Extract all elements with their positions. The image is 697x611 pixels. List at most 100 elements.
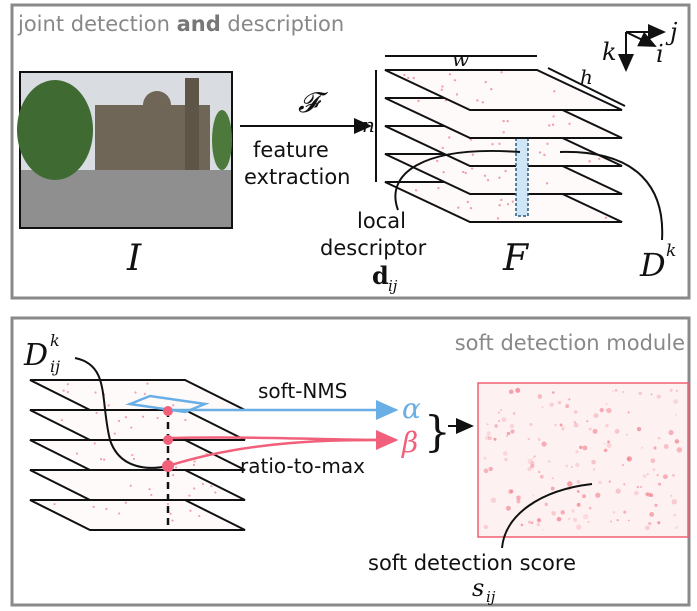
- score-speck: [626, 434, 628, 436]
- feature-speck: [448, 136, 450, 138]
- score-speck: [568, 398, 570, 400]
- feature-speck: [125, 416, 127, 418]
- score-speck: [573, 518, 577, 522]
- feature-speck: [504, 170, 506, 172]
- score-speck: [607, 440, 610, 443]
- score-speck: [582, 494, 586, 498]
- feature-speck: [588, 160, 590, 162]
- score-speck: [529, 423, 532, 426]
- feature-speck: [202, 483, 204, 485]
- score-speck: [627, 456, 632, 461]
- feature-speck: [500, 71, 502, 73]
- feature-speck: [61, 419, 63, 421]
- feature-speck: [484, 174, 486, 176]
- feature-speck: [210, 485, 212, 487]
- slice-superscript: k: [666, 241, 676, 261]
- feature-speck: [94, 391, 96, 393]
- score-speck: [672, 474, 675, 477]
- feature-speck: [568, 123, 570, 125]
- feature-speck: [214, 491, 216, 493]
- score-speck: [509, 489, 513, 493]
- score-speck: [657, 521, 660, 524]
- feature-speck: [490, 88, 492, 90]
- score-speck: [565, 404, 569, 408]
- score-speck: [532, 495, 534, 497]
- feature-speck: [417, 100, 419, 102]
- photo-trees: [212, 110, 232, 170]
- input-superscript: k: [50, 331, 60, 350]
- score-speck: [483, 456, 486, 459]
- feature-speck: [130, 485, 132, 487]
- score-speck: [647, 473, 649, 475]
- arrow-caption: extraction: [244, 165, 351, 189]
- score-speck: [640, 486, 642, 488]
- score-speck: [542, 529, 544, 531]
- score-speck: [593, 429, 598, 434]
- feature-speck: [130, 426, 132, 428]
- score-speck: [572, 509, 575, 512]
- feature-speck: [189, 510, 191, 512]
- score-speck: [664, 444, 669, 449]
- feature-speck: [476, 99, 478, 101]
- feature-speck: [67, 383, 69, 385]
- score-speck: [531, 522, 534, 525]
- score-speck: [545, 503, 548, 506]
- score-speck: [558, 401, 562, 405]
- score-speck: [574, 421, 577, 424]
- score-speck: [574, 410, 578, 414]
- feature-speck: [125, 502, 127, 504]
- feature-speck: [470, 207, 472, 209]
- feature-speck: [172, 474, 174, 476]
- score-speck: [537, 394, 542, 399]
- arrow-caption: feature: [253, 138, 329, 162]
- feature-speck: [503, 131, 505, 133]
- score-speck: [617, 519, 619, 521]
- score-speck: [577, 490, 580, 493]
- feature-speck: [454, 79, 456, 81]
- operation-name: soft-NMS: [258, 379, 347, 403]
- feature-speck: [442, 147, 444, 149]
- score-speck: [507, 432, 510, 435]
- score-speck: [503, 451, 508, 456]
- score-speck: [554, 424, 557, 427]
- feature-speck: [193, 487, 195, 489]
- feature-speck: [108, 404, 110, 406]
- score-speck: [487, 423, 489, 425]
- feature-speck: [172, 404, 174, 406]
- score-speck: [551, 511, 556, 516]
- score-speck: [615, 429, 620, 434]
- score-speck: [577, 480, 581, 484]
- score-speck: [668, 430, 673, 435]
- score-speck: [583, 514, 588, 519]
- score-speck: [675, 526, 678, 529]
- feature-speck: [552, 115, 554, 117]
- score-speck: [658, 437, 661, 440]
- score-speck: [579, 446, 582, 449]
- score-speck: [561, 426, 565, 430]
- score-speck: [591, 460, 596, 465]
- input-subscript: ij: [50, 357, 60, 376]
- score-speck: [548, 460, 550, 462]
- feature-speck: [134, 391, 136, 393]
- score-speck: [657, 394, 661, 398]
- score-speck: [537, 518, 541, 522]
- score-speck: [663, 474, 668, 479]
- feature-speck: [498, 204, 500, 206]
- brace: }: [424, 407, 451, 456]
- score-speck: [623, 511, 626, 514]
- score-speck: [628, 520, 630, 522]
- score-speck: [493, 438, 496, 441]
- feature-speck: [465, 172, 467, 174]
- score-speck: [634, 491, 638, 495]
- operation-symbol: α: [402, 392, 421, 425]
- score-speck: [676, 390, 678, 392]
- score-speck: [647, 492, 651, 496]
- feature-speck: [487, 179, 489, 181]
- score-speck: [510, 429, 514, 433]
- feature-speck: [95, 412, 97, 414]
- feature-speck: [471, 167, 473, 169]
- feature-speck: [552, 123, 554, 125]
- feature-speck: [497, 217, 499, 219]
- score-frame: [478, 383, 688, 537]
- score-speck: [541, 441, 546, 446]
